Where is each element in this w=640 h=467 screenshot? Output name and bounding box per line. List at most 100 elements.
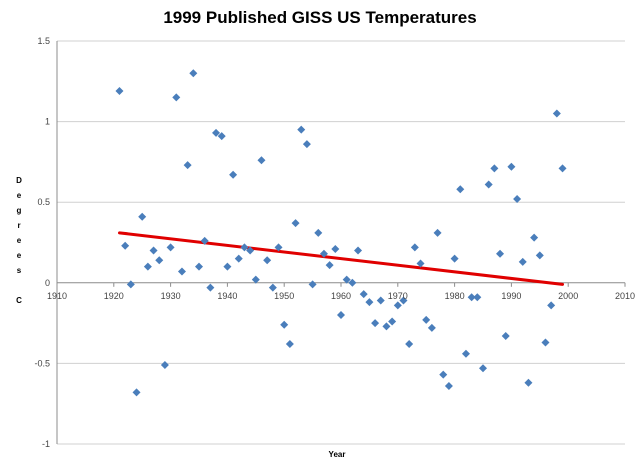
data-point xyxy=(467,293,476,302)
data-point xyxy=(342,275,351,284)
data-point xyxy=(143,262,152,271)
x-axis-title: Year xyxy=(329,450,346,459)
data-point xyxy=(365,298,374,307)
data-point xyxy=(291,219,300,228)
x-tick-label: 1950 xyxy=(274,291,294,301)
data-point xyxy=(496,249,505,258)
data-point xyxy=(200,236,209,245)
chart-title: 1999 Published GISS US Temperatures xyxy=(163,8,476,27)
data-point xyxy=(479,364,487,373)
data-point xyxy=(126,280,135,289)
data-point xyxy=(490,164,499,173)
x-tick-label: 2000 xyxy=(558,291,578,301)
data-point xyxy=(439,370,448,379)
data-point xyxy=(155,256,164,265)
x-tick-label: 1920 xyxy=(104,291,124,301)
data-point xyxy=(388,317,397,326)
data-point xyxy=(450,254,459,263)
y-tick-label: 0 xyxy=(45,278,50,288)
data-point xyxy=(246,246,255,255)
data-point xyxy=(552,109,561,118)
data-point xyxy=(399,296,408,305)
data-point xyxy=(484,180,493,189)
data-point xyxy=(302,140,311,149)
trendline xyxy=(117,231,565,286)
data-point xyxy=(189,69,198,78)
x-tick-label: 1990 xyxy=(501,291,521,301)
x-tick-label: 1960 xyxy=(331,291,351,301)
data-point xyxy=(371,319,380,328)
data-points xyxy=(115,69,567,397)
trendline-group xyxy=(117,231,565,286)
data-point xyxy=(337,311,345,320)
data-point xyxy=(308,280,317,289)
data-point xyxy=(473,293,482,302)
x-tick-label: 1980 xyxy=(445,291,465,301)
data-point xyxy=(166,243,175,252)
data-point xyxy=(319,249,328,258)
data-point xyxy=(229,170,238,179)
data-point xyxy=(251,275,260,284)
x-tick-label: 1940 xyxy=(217,291,237,301)
data-point xyxy=(461,349,470,358)
data-point xyxy=(132,388,141,397)
data-point xyxy=(456,185,465,194)
data-point xyxy=(427,323,436,332)
data-point xyxy=(501,331,510,340)
data-point xyxy=(410,243,419,252)
y-tick-label: 1 xyxy=(45,117,50,127)
data-point xyxy=(518,257,527,266)
data-point xyxy=(297,125,306,134)
data-point xyxy=(541,338,550,347)
data-point xyxy=(257,156,266,165)
data-point xyxy=(331,244,340,253)
data-point xyxy=(149,246,158,255)
tick-labels: 1.5 1 0.5 0 -0.5 -1 1910 1920 1930 1940 1950 1960 19… xyxy=(34,36,635,449)
data-point xyxy=(393,301,402,310)
y-tick-label: 1.5 xyxy=(37,36,50,46)
data-point xyxy=(507,162,516,171)
data-point xyxy=(234,254,243,263)
x-tick-label: 2010 xyxy=(615,291,635,301)
data-point xyxy=(177,267,186,276)
data-point xyxy=(444,381,453,390)
data-point xyxy=(433,228,442,237)
data-point xyxy=(206,283,215,292)
gridlines xyxy=(57,40,625,445)
axes xyxy=(56,41,626,444)
data-point xyxy=(530,233,539,242)
data-point xyxy=(524,378,533,387)
data-point xyxy=(195,262,203,271)
data-point xyxy=(405,340,414,349)
data-point xyxy=(422,315,431,324)
data-point xyxy=(348,278,357,287)
x-tick-label: 1970 xyxy=(388,291,408,301)
data-point xyxy=(285,340,294,349)
x-tick-label: 1910 xyxy=(47,291,67,301)
data-point xyxy=(263,256,272,265)
data-point xyxy=(115,86,124,95)
data-point xyxy=(359,290,368,299)
y-tick-label: 0.5 xyxy=(37,197,50,207)
data-point xyxy=(535,251,544,260)
data-point xyxy=(547,301,556,310)
x-tick-label: 1930 xyxy=(161,291,181,301)
data-point xyxy=(314,228,323,237)
data-point xyxy=(121,241,130,250)
data-point xyxy=(212,128,221,137)
data-point xyxy=(240,243,249,252)
data-point xyxy=(513,194,522,203)
data-point xyxy=(280,320,289,329)
data-point xyxy=(376,296,385,305)
data-point xyxy=(268,283,277,292)
y-tick-label: -0.5 xyxy=(34,358,50,368)
data-point xyxy=(138,212,147,221)
data-point xyxy=(217,132,226,141)
data-point xyxy=(382,322,391,331)
data-point xyxy=(558,164,567,173)
y-tick-label: -1 xyxy=(42,439,50,449)
data-point xyxy=(416,259,425,268)
